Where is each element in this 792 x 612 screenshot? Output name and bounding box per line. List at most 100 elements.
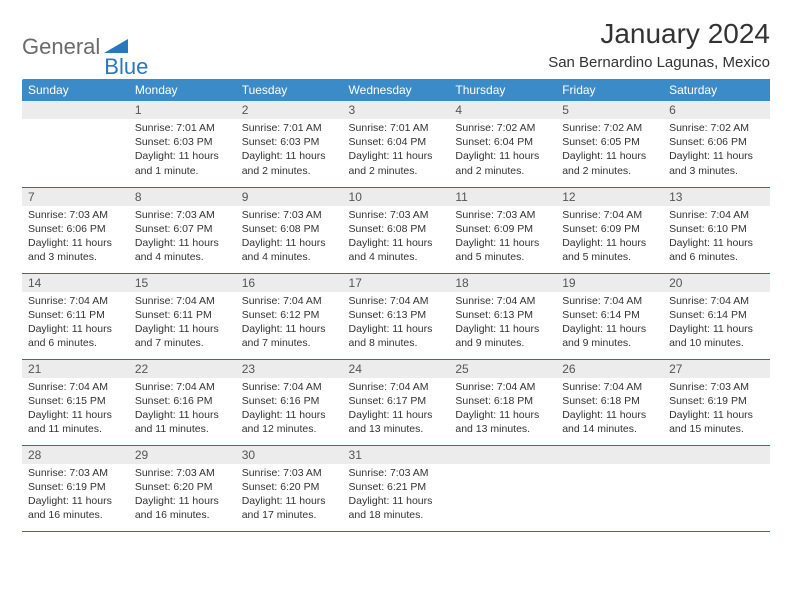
day-detail-line: Sunset: 6:19 PM <box>669 394 764 408</box>
calendar-day-cell: 28Sunrise: 7:03 AMSunset: 6:19 PMDayligh… <box>22 445 129 531</box>
calendar-week-row: 7Sunrise: 7:03 AMSunset: 6:06 PMDaylight… <box>22 187 770 273</box>
day-detail-line: Daylight: 11 hours and 8 minutes. <box>349 322 444 350</box>
calendar-day-cell: 9Sunrise: 7:03 AMSunset: 6:08 PMDaylight… <box>236 187 343 273</box>
day-details: Sunrise: 7:03 AMSunset: 6:20 PMDaylight:… <box>129 464 236 527</box>
day-details: Sunrise: 7:04 AMSunset: 6:11 PMDaylight:… <box>129 292 236 355</box>
day-details: Sunrise: 7:03 AMSunset: 6:19 PMDaylight:… <box>22 464 129 527</box>
calendar-day-cell: 26Sunrise: 7:04 AMSunset: 6:18 PMDayligh… <box>556 359 663 445</box>
calendar-day-cell: 22Sunrise: 7:04 AMSunset: 6:16 PMDayligh… <box>129 359 236 445</box>
day-number-empty <box>22 101 129 119</box>
day-details: Sunrise: 7:04 AMSunset: 6:12 PMDaylight:… <box>236 292 343 355</box>
calendar-week-row: 1Sunrise: 7:01 AMSunset: 6:03 PMDaylight… <box>22 101 770 187</box>
day-details: Sunrise: 7:01 AMSunset: 6:04 PMDaylight:… <box>343 119 450 182</box>
calendar-day-cell: 3Sunrise: 7:01 AMSunset: 6:04 PMDaylight… <box>343 101 450 187</box>
day-number: 30 <box>236 446 343 464</box>
day-detail-line: Sunset: 6:11 PM <box>28 308 123 322</box>
day-detail-line: Sunset: 6:11 PM <box>135 308 230 322</box>
day-number-empty <box>556 446 663 464</box>
month-title: January 2024 <box>548 18 770 50</box>
day-detail-line: Sunrise: 7:02 AM <box>562 121 657 135</box>
day-details: Sunrise: 7:02 AMSunset: 6:06 PMDaylight:… <box>663 119 770 182</box>
day-detail-line: Sunset: 6:03 PM <box>242 135 337 149</box>
calendar-day-cell: 19Sunrise: 7:04 AMSunset: 6:14 PMDayligh… <box>556 273 663 359</box>
calendar-day-cell: 1Sunrise: 7:01 AMSunset: 6:03 PMDaylight… <box>129 101 236 187</box>
day-number: 6 <box>663 101 770 119</box>
day-detail-line: Sunset: 6:13 PM <box>455 308 550 322</box>
day-detail-line: Daylight: 11 hours and 11 minutes. <box>28 408 123 436</box>
day-number: 19 <box>556 274 663 292</box>
day-detail-line: Daylight: 11 hours and 10 minutes. <box>669 322 764 350</box>
day-number: 17 <box>343 274 450 292</box>
day-details: Sunrise: 7:04 AMSunset: 6:17 PMDaylight:… <box>343 378 450 441</box>
day-detail-line: Sunrise: 7:03 AM <box>669 380 764 394</box>
day-number: 28 <box>22 446 129 464</box>
day-number: 16 <box>236 274 343 292</box>
day-detail-line: Sunset: 6:04 PM <box>349 135 444 149</box>
calendar-day-cell <box>663 445 770 531</box>
day-detail-line: Sunrise: 7:04 AM <box>349 380 444 394</box>
day-detail-line: Sunset: 6:09 PM <box>455 222 550 236</box>
calendar-day-cell <box>449 445 556 531</box>
day-detail-line: Sunrise: 7:03 AM <box>28 208 123 222</box>
calendar-day-cell: 12Sunrise: 7:04 AMSunset: 6:09 PMDayligh… <box>556 187 663 273</box>
weekday-monday: Monday <box>129 79 236 101</box>
location-label: San Bernardino Lagunas, Mexico <box>548 54 770 71</box>
day-detail-line: Sunrise: 7:04 AM <box>669 208 764 222</box>
day-detail-line: Daylight: 11 hours and 6 minutes. <box>669 236 764 264</box>
calendar-day-cell: 7Sunrise: 7:03 AMSunset: 6:06 PMDaylight… <box>22 187 129 273</box>
day-number: 20 <box>663 274 770 292</box>
weekday-sunday: Sunday <box>22 79 129 101</box>
day-number: 8 <box>129 188 236 206</box>
calendar-day-cell: 31Sunrise: 7:03 AMSunset: 6:21 PMDayligh… <box>343 445 450 531</box>
weekday-header-row: Sunday Monday Tuesday Wednesday Thursday… <box>22 79 770 101</box>
day-number: 14 <box>22 274 129 292</box>
day-detail-line: Sunset: 6:03 PM <box>135 135 230 149</box>
day-number: 24 <box>343 360 450 378</box>
day-detail-line: Sunrise: 7:04 AM <box>455 294 550 308</box>
day-detail-line: Sunrise: 7:04 AM <box>135 380 230 394</box>
day-details: Sunrise: 7:01 AMSunset: 6:03 PMDaylight:… <box>129 119 236 182</box>
day-detail-line: Daylight: 11 hours and 15 minutes. <box>669 408 764 436</box>
weekday-saturday: Saturday <box>663 79 770 101</box>
day-detail-line: Sunset: 6:21 PM <box>349 480 444 494</box>
day-detail-line: Daylight: 11 hours and 18 minutes. <box>349 494 444 522</box>
day-detail-line: Daylight: 11 hours and 4 minutes. <box>242 236 337 264</box>
day-details: Sunrise: 7:03 AMSunset: 6:08 PMDaylight:… <box>236 206 343 269</box>
day-details: Sunrise: 7:04 AMSunset: 6:14 PMDaylight:… <box>556 292 663 355</box>
day-detail-line: Sunrise: 7:04 AM <box>242 294 337 308</box>
day-number: 27 <box>663 360 770 378</box>
day-detail-line: Sunset: 6:14 PM <box>669 308 764 322</box>
day-number: 4 <box>449 101 556 119</box>
logo-text-blue: Blue <box>104 54 148 80</box>
calendar-day-cell: 16Sunrise: 7:04 AMSunset: 6:12 PMDayligh… <box>236 273 343 359</box>
day-detail-line: Sunrise: 7:03 AM <box>135 208 230 222</box>
calendar-week-row: 21Sunrise: 7:04 AMSunset: 6:15 PMDayligh… <box>22 359 770 445</box>
day-number: 23 <box>236 360 343 378</box>
day-detail-line: Daylight: 11 hours and 14 minutes. <box>562 408 657 436</box>
day-detail-line: Daylight: 11 hours and 16 minutes. <box>135 494 230 522</box>
day-number-empty <box>449 446 556 464</box>
day-detail-line: Sunrise: 7:03 AM <box>242 466 337 480</box>
day-detail-line: Daylight: 11 hours and 9 minutes. <box>562 322 657 350</box>
day-number: 12 <box>556 188 663 206</box>
day-number-empty <box>663 446 770 464</box>
day-number: 7 <box>22 188 129 206</box>
day-details: Sunrise: 7:01 AMSunset: 6:03 PMDaylight:… <box>236 119 343 182</box>
day-details: Sunrise: 7:04 AMSunset: 6:15 PMDaylight:… <box>22 378 129 441</box>
calendar-day-cell: 10Sunrise: 7:03 AMSunset: 6:08 PMDayligh… <box>343 187 450 273</box>
day-details: Sunrise: 7:03 AMSunset: 6:08 PMDaylight:… <box>343 206 450 269</box>
day-detail-line: Sunset: 6:18 PM <box>455 394 550 408</box>
day-detail-line: Sunrise: 7:04 AM <box>135 294 230 308</box>
day-detail-line: Sunrise: 7:02 AM <box>669 121 764 135</box>
weekday-friday: Friday <box>556 79 663 101</box>
day-detail-line: Daylight: 11 hours and 4 minutes. <box>349 236 444 264</box>
day-detail-line: Sunrise: 7:03 AM <box>455 208 550 222</box>
day-detail-line: Sunrise: 7:04 AM <box>242 380 337 394</box>
day-detail-line: Sunrise: 7:02 AM <box>455 121 550 135</box>
day-details: Sunrise: 7:04 AMSunset: 6:09 PMDaylight:… <box>556 206 663 269</box>
calendar-table: Sunday Monday Tuesday Wednesday Thursday… <box>22 79 770 532</box>
calendar-day-cell: 4Sunrise: 7:02 AMSunset: 6:04 PMDaylight… <box>449 101 556 187</box>
header: General Blue January 2024 San Bernardino… <box>22 18 770 77</box>
day-detail-line: Sunrise: 7:04 AM <box>562 380 657 394</box>
day-detail-line: Sunset: 6:20 PM <box>135 480 230 494</box>
